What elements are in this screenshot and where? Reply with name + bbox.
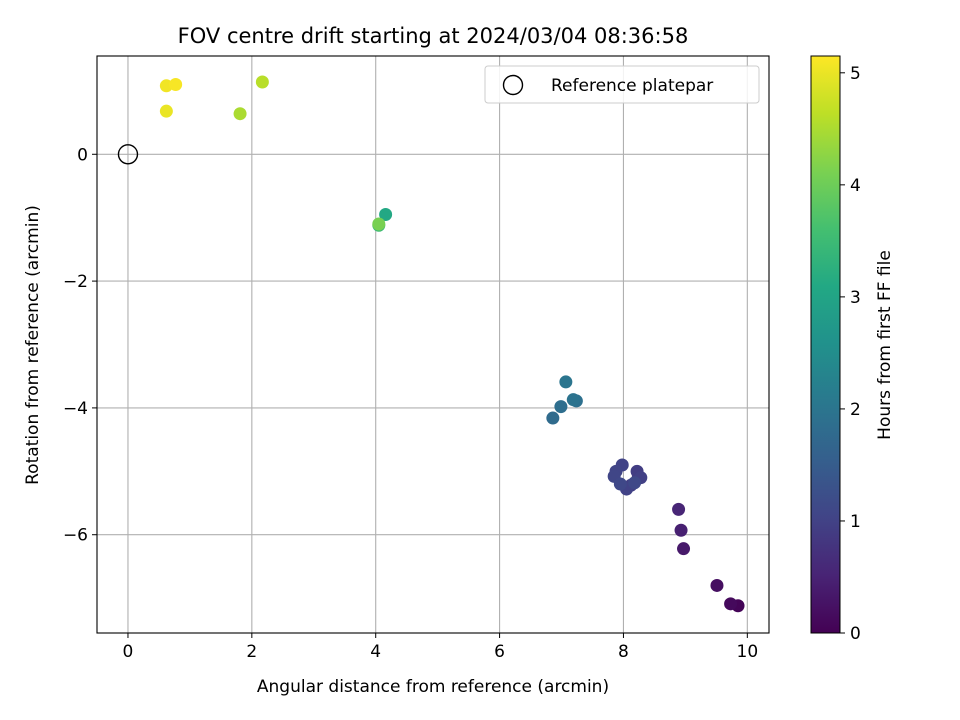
data-point — [724, 597, 738, 611]
grid — [97, 56, 769, 633]
x-tick-label: 6 — [494, 642, 505, 662]
data-point — [613, 477, 627, 491]
x-tick-label: 2 — [246, 642, 257, 662]
colorbar-tick-label: 4 — [850, 176, 861, 196]
colorbar-tick-label: 5 — [850, 64, 861, 84]
data-point — [546, 411, 560, 425]
reference-marker — [117, 144, 139, 165]
data-point — [566, 393, 580, 407]
plot-frame — [96, 55, 770, 634]
legend-marker-reference — [502, 74, 524, 96]
data-point — [169, 78, 183, 92]
colorbar-tick-label: 1 — [850, 512, 861, 532]
colorbar-gradient — [810, 55, 841, 634]
colorbar-tick-label: 2 — [850, 400, 861, 420]
data-point — [233, 107, 247, 121]
y-tick-label: −4 — [63, 399, 88, 419]
points-layer — [117, 75, 745, 613]
x-axis-label: Angular distance from reference (arcmin) — [257, 677, 609, 697]
data-point — [379, 208, 393, 222]
data-point — [372, 217, 386, 231]
data-point — [559, 375, 573, 389]
chart-title: FOV centre drift starting at 2024/03/04 … — [178, 24, 689, 48]
data-point — [674, 523, 688, 537]
x-tick-label: 10 — [737, 642, 759, 662]
colorbar: 0 1 2 3 4 5 Hours from first FF file — [810, 55, 895, 644]
x-tick-label: 0 — [123, 642, 134, 662]
y-axis-label: Rotation from reference (arcmin) — [23, 205, 43, 485]
data-point — [672, 502, 686, 516]
colorbar-tick-label: 0 — [850, 624, 861, 644]
colorbar-tick-label: 3 — [850, 288, 861, 308]
y-tick-label: 0 — [77, 145, 88, 165]
y-ticks: 0 −2 −4 −6 — [63, 145, 97, 546]
data-point — [159, 104, 173, 118]
x-tick-label: 4 — [370, 642, 381, 662]
data-point — [710, 578, 724, 592]
colorbar-label: Hours from first FF file — [875, 250, 895, 440]
x-ticks: 0 2 4 6 8 10 — [123, 633, 759, 662]
data-point — [677, 542, 691, 556]
data-point — [255, 75, 269, 89]
y-tick-label: −2 — [63, 272, 88, 292]
data-point — [628, 476, 642, 490]
colorbar-ticks: 0 1 2 3 4 5 — [840, 64, 861, 644]
x-tick-label: 8 — [618, 642, 629, 662]
legend-label-reference: Reference platepar — [551, 76, 713, 96]
legend-box — [484, 65, 760, 104]
legend: Reference platepar — [484, 65, 760, 104]
y-tick-label: −6 — [63, 526, 88, 546]
data-point — [554, 400, 568, 414]
